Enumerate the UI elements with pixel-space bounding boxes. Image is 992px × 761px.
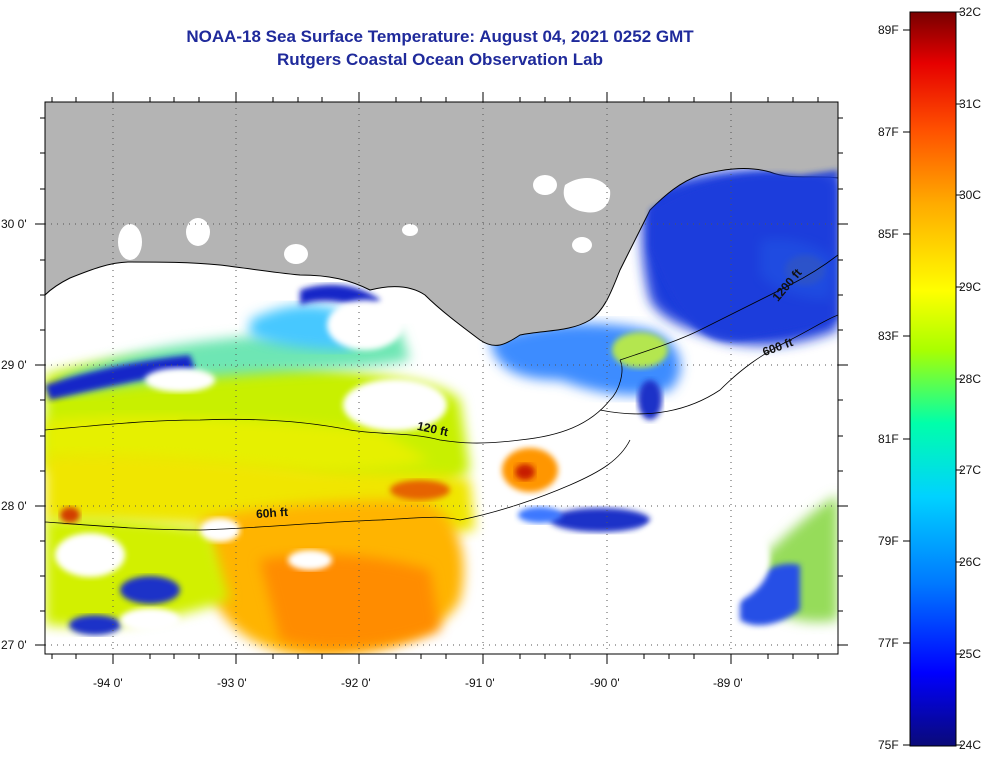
- lat-label-30: 30 0': [1, 217, 27, 231]
- colorbar-f-77: 77F: [878, 636, 899, 650]
- colorbar-f-87: 87F: [878, 125, 899, 139]
- axis-ticks: [35, 92, 848, 664]
- colorbar-f-83: 83F: [878, 329, 899, 343]
- colorbar-c-32: 32C: [959, 5, 982, 19]
- map-subtitle: Rutgers Coastal Ocean Observation Lab: [277, 50, 603, 69]
- lon-label-92: -92 0': [341, 676, 371, 690]
- colorbar-f-79: 79F: [878, 534, 899, 548]
- colorbar-f-75: 75F: [878, 738, 899, 752]
- lat-label-28: 28 0': [1, 499, 27, 513]
- coastline: [45, 168, 838, 346]
- graticule: [45, 102, 838, 654]
- colorbar-c-24: 24C: [959, 738, 982, 752]
- colorbar-c-26: 26C: [959, 555, 982, 569]
- colorbar-c-29: 29C: [959, 280, 982, 294]
- colorbar-c-28: 28C: [959, 372, 982, 386]
- inland-water: [118, 175, 611, 264]
- contour-label-60ft: 60h ft: [255, 504, 289, 522]
- sst-data-layer: [45, 168, 838, 654]
- lat-label-29: 29 0': [1, 358, 27, 372]
- bathymetry-contours: [45, 254, 838, 531]
- lon-label-91: -91 0': [465, 676, 495, 690]
- colorbar-c-31: 31C: [959, 97, 982, 111]
- lat-label-27: 27 0': [1, 638, 27, 652]
- colorbar-f-85: 85F: [878, 227, 899, 241]
- lon-label-90: -90 0': [590, 676, 620, 690]
- colorbar-c-25: 25C: [959, 647, 982, 661]
- colorbar-f-89: 89F: [878, 23, 899, 37]
- colorbar-ticks: [903, 11, 962, 746]
- map-title: NOAA-18 Sea Surface Temperature: August …: [186, 27, 694, 46]
- lon-label-94: -94 0': [93, 676, 123, 690]
- lon-label-89: -89 0': [713, 676, 743, 690]
- colorbar-f-81: 81F: [878, 432, 899, 446]
- colorbar-c-30: 30C: [959, 188, 982, 202]
- colorbar-c-27: 27C: [959, 463, 982, 477]
- lon-label-93: -93 0': [217, 676, 247, 690]
- colorbar: [909, 11, 957, 747]
